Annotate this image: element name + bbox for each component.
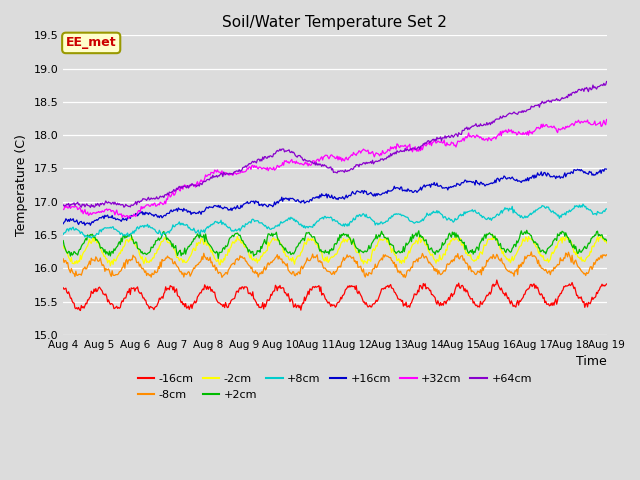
- +32cm: [603, 117, 611, 122]
- -2cm: [469, 257, 477, 263]
- +64cm: [156, 193, 164, 199]
- +32cm: [380, 151, 388, 156]
- Line: +64cm: +64cm: [63, 82, 607, 207]
- Title: Soil/Water Temperature Set 2: Soil/Water Temperature Set 2: [223, 15, 447, 30]
- Legend: -16cm, -8cm, -2cm, +2cm, +8cm, +16cm, +32cm, +64cm: -16cm, -8cm, -2cm, +2cm, +8cm, +16cm, +3…: [133, 370, 536, 404]
- -16cm: [493, 277, 500, 283]
- Line: +8cm: +8cm: [63, 204, 607, 238]
- -8cm: [423, 255, 431, 261]
- Text: EE_met: EE_met: [66, 36, 116, 49]
- -2cm: [60, 243, 67, 249]
- +2cm: [306, 232, 314, 238]
- -2cm: [380, 236, 388, 242]
- +64cm: [380, 156, 388, 162]
- -16cm: [306, 286, 314, 292]
- -16cm: [469, 300, 477, 306]
- +8cm: [306, 224, 314, 229]
- -8cm: [199, 257, 207, 263]
- -16cm: [380, 285, 388, 291]
- +32cm: [469, 132, 477, 138]
- Line: -8cm: -8cm: [63, 252, 607, 277]
- -8cm: [60, 256, 67, 262]
- -8cm: [527, 249, 535, 255]
- +8cm: [380, 220, 388, 226]
- Line: +32cm: +32cm: [63, 120, 607, 218]
- -2cm: [106, 263, 114, 269]
- +8cm: [423, 210, 431, 216]
- -8cm: [401, 275, 409, 280]
- +32cm: [60, 207, 67, 213]
- +2cm: [156, 238, 163, 243]
- +8cm: [156, 229, 164, 235]
- -16cm: [77, 308, 84, 313]
- X-axis label: Time: Time: [576, 355, 607, 368]
- +8cm: [88, 235, 95, 241]
- +2cm: [380, 235, 388, 240]
- +2cm: [469, 251, 477, 257]
- Y-axis label: Temperature (C): Temperature (C): [15, 134, 28, 236]
- +16cm: [306, 197, 314, 203]
- +64cm: [423, 139, 431, 145]
- -16cm: [603, 281, 611, 287]
- +32cm: [156, 199, 164, 205]
- -8cm: [305, 258, 313, 264]
- +8cm: [469, 209, 477, 215]
- -16cm: [200, 287, 207, 293]
- -2cm: [156, 242, 164, 248]
- +2cm: [523, 228, 531, 233]
- +8cm: [603, 206, 611, 212]
- +16cm: [200, 209, 207, 215]
- Line: +2cm: +2cm: [63, 230, 607, 258]
- +32cm: [200, 179, 207, 185]
- +64cm: [60, 202, 67, 208]
- Line: -16cm: -16cm: [63, 280, 607, 311]
- +2cm: [60, 238, 67, 243]
- +2cm: [214, 255, 222, 261]
- -16cm: [156, 297, 164, 302]
- -2cm: [423, 241, 431, 247]
- -2cm: [603, 240, 611, 246]
- -2cm: [490, 233, 497, 239]
- +16cm: [603, 166, 611, 172]
- +8cm: [579, 201, 587, 207]
- -8cm: [380, 252, 387, 258]
- -8cm: [156, 265, 163, 271]
- +64cm: [306, 158, 314, 164]
- -8cm: [603, 252, 611, 258]
- +2cm: [423, 241, 431, 247]
- -16cm: [423, 285, 431, 291]
- +16cm: [423, 182, 431, 188]
- +64cm: [86, 204, 94, 210]
- +8cm: [200, 227, 207, 233]
- +2cm: [199, 234, 207, 240]
- +64cm: [200, 179, 207, 184]
- +16cm: [60, 221, 67, 227]
- Line: -2cm: -2cm: [63, 236, 607, 266]
- +64cm: [603, 79, 611, 84]
- -16cm: [60, 285, 67, 291]
- +8cm: [60, 231, 67, 237]
- +16cm: [86, 222, 94, 228]
- -2cm: [200, 241, 207, 247]
- +16cm: [380, 191, 388, 196]
- +32cm: [125, 216, 132, 221]
- -2cm: [306, 237, 314, 242]
- +16cm: [469, 179, 477, 185]
- +16cm: [156, 213, 164, 218]
- -8cm: [469, 269, 477, 275]
- Line: +16cm: +16cm: [63, 169, 607, 225]
- +32cm: [306, 162, 314, 168]
- +2cm: [603, 238, 611, 243]
- +64cm: [469, 123, 477, 129]
- +32cm: [423, 142, 431, 147]
- +16cm: [601, 166, 609, 172]
